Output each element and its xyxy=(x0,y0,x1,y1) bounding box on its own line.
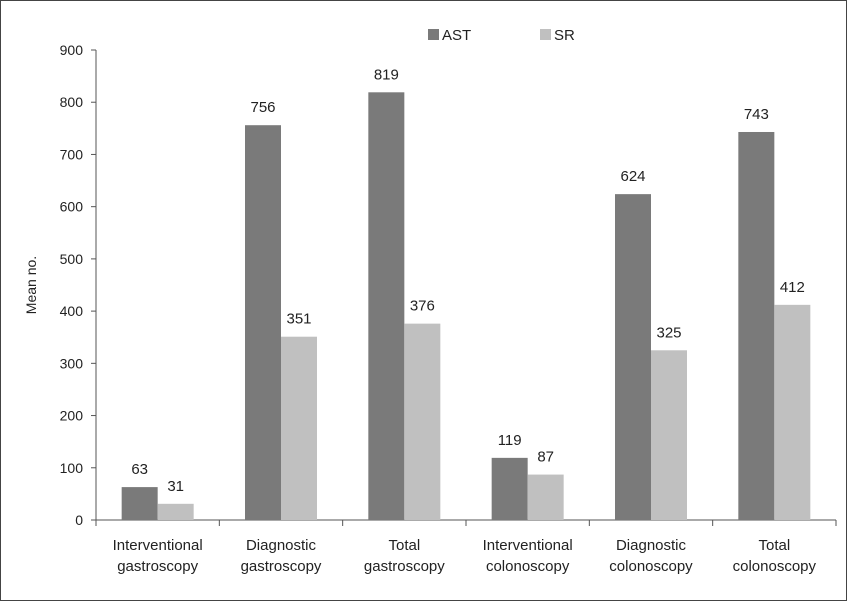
y-tick-label: 400 xyxy=(60,303,84,319)
y-tick-label: 300 xyxy=(60,355,84,371)
data-label: 63 xyxy=(131,461,148,478)
bar-sr xyxy=(157,503,194,520)
y-tick-label: 800 xyxy=(60,94,84,110)
x-category-label: Total gastroscopy xyxy=(364,537,445,575)
x-category-label-line: Total xyxy=(388,537,420,554)
x-category-label-line: Diagnostic xyxy=(616,537,687,554)
legend-swatch-ast xyxy=(428,29,439,40)
bar-ast xyxy=(615,194,651,520)
bar-ast xyxy=(491,457,528,520)
y-tick-label: 600 xyxy=(60,199,84,215)
data-label: 351 xyxy=(286,311,311,328)
bar-ast xyxy=(245,125,281,520)
y-axis-label: Mean no. xyxy=(23,256,39,314)
x-category-label: Interventional colonoscopy xyxy=(483,537,573,575)
x-category-label: Diagnostic gastroscopy xyxy=(241,537,322,575)
y-tick-label: 100 xyxy=(60,460,84,476)
x-category-label: Total colonoscopy xyxy=(733,537,817,575)
bar-sr xyxy=(281,336,317,520)
x-category-label-line: Interventional xyxy=(483,537,573,554)
x-category-label-line: Interventional xyxy=(113,537,203,554)
bar-sr xyxy=(527,474,564,520)
x-category-label-line: gastroscopy xyxy=(241,558,322,575)
data-label: 119 xyxy=(498,432,522,449)
x-category-label-line: Diagnostic xyxy=(246,537,317,554)
data-label: 325 xyxy=(656,324,681,341)
data-labels: 63 31 756 351 819 376 119 87 624 325 743 412 xyxy=(131,66,805,495)
y-tick-label: 700 xyxy=(60,146,84,162)
bar-sr xyxy=(774,304,811,520)
x-category-label-line: Total xyxy=(758,537,790,554)
data-label: 756 xyxy=(250,99,275,116)
data-label: 819 xyxy=(374,66,399,83)
x-category-label-line: gastroscopy xyxy=(364,558,445,575)
x-category-label-line: colonoscopy xyxy=(609,558,693,575)
x-category-label: Interventional gastroscopy xyxy=(113,537,203,575)
bars xyxy=(121,92,811,521)
y-tick-label: 0 xyxy=(75,512,83,528)
x-category-label-line: colonoscopy xyxy=(486,558,570,575)
y-tick-label: 200 xyxy=(60,408,84,424)
axes: 0 100 200 300 400 500 600 700 800 900 Intervention… xyxy=(60,42,837,575)
data-label: 31 xyxy=(167,478,184,495)
bar-ast xyxy=(368,92,405,521)
x-category-label-line: colonoscopy xyxy=(733,558,817,575)
bar-ast xyxy=(121,487,158,520)
legend-label-sr: SR xyxy=(554,27,575,44)
x-category-label-line: gastroscopy xyxy=(117,558,198,575)
y-tick-label: 900 xyxy=(60,42,84,58)
data-label: 376 xyxy=(410,298,435,315)
bar-ast xyxy=(738,131,775,520)
legend: AST SR xyxy=(428,27,575,44)
data-label: 743 xyxy=(744,106,769,123)
y-tick-label: 500 xyxy=(60,251,84,267)
data-label: 87 xyxy=(537,449,554,466)
legend-label-ast: AST xyxy=(442,27,471,44)
bar-sr xyxy=(404,323,441,520)
bar-sr xyxy=(651,350,687,520)
x-category-label: Diagnostic colonoscopy xyxy=(609,537,693,575)
data-label: 412 xyxy=(780,279,805,296)
legend-swatch-sr xyxy=(540,29,551,40)
data-label: 624 xyxy=(620,168,645,185)
